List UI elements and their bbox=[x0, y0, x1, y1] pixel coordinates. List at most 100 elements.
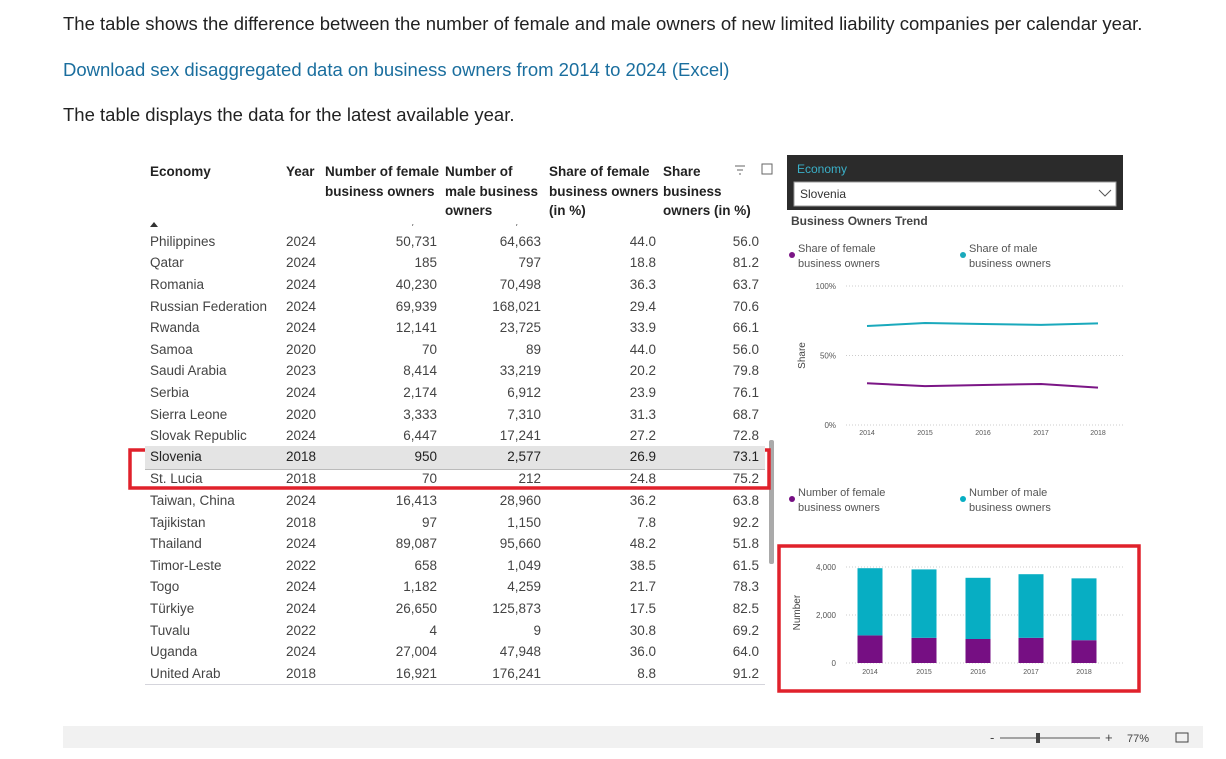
table-cell: 33,219 bbox=[499, 363, 541, 379]
table-cell: 30.8 bbox=[629, 622, 656, 638]
table-cell: 26,650 bbox=[395, 601, 437, 616]
table-cell: 20.2 bbox=[629, 363, 656, 379]
table-row[interactable]: Slovenia 2018 950 2,577 26.9 73.1 bbox=[145, 446, 765, 471]
bar-segment bbox=[911, 569, 937, 638]
table-cell: 63.7 bbox=[732, 277, 759, 292]
table-cell: Togo bbox=[150, 579, 180, 595]
table-cell: Sierra Leone bbox=[150, 406, 228, 422]
table-cell: 81.2 bbox=[732, 255, 759, 271]
table-cell: 16,921 bbox=[395, 665, 437, 681]
table-cell: 2018 bbox=[286, 449, 317, 465]
table-cell: 51.8 bbox=[732, 536, 759, 552]
legend-label: Number of male business owners bbox=[969, 487, 1051, 514]
table-cell: 36.0 bbox=[629, 644, 656, 660]
table-cell: 2024 bbox=[286, 601, 317, 616]
x-tick-label: 2014 bbox=[859, 430, 875, 437]
x-tick-label: 2014 bbox=[862, 669, 878, 676]
table-cell: 6,912 bbox=[507, 385, 541, 400]
bar-segment bbox=[911, 637, 937, 663]
table-cell: 28,960 bbox=[499, 493, 541, 508]
table-cell: 38.5 bbox=[629, 557, 656, 573]
table-cell: 2022 bbox=[286, 224, 316, 227]
table-cell: 70 bbox=[421, 341, 437, 357]
table-body: Pakistan 2022 6,593 44,950 12.8 87.2 Philippin… bbox=[145, 224, 767, 696]
table-cell: 70.6 bbox=[732, 298, 759, 314]
table-cell: 89 bbox=[525, 341, 541, 357]
table-row[interactable]: Slovak Republic 2024 6,447 17,241 27.2 72.8 bbox=[145, 425, 765, 448]
zoom-out[interactable]: - bbox=[990, 730, 994, 745]
table-cell: 95,660 bbox=[499, 536, 541, 552]
header-icons-bg bbox=[703, 160, 775, 182]
table-cell: 168,021 bbox=[492, 298, 541, 314]
table-row[interactable]: Thailand 2024 89,087 95,660 48.2 51.8 bbox=[145, 533, 765, 556]
header[interactable]: Number of female business owners bbox=[325, 164, 440, 199]
table-cell: 4,259 bbox=[507, 579, 541, 595]
line bbox=[866, 382, 1099, 389]
header[interactable]: Share of female business owners (in %) bbox=[549, 164, 659, 218]
fit-page[interactable] bbox=[1175, 732, 1189, 743]
table-row[interactable]: Tajikistan 2018 97 1,150 7.8 92.2 bbox=[145, 511, 765, 535]
legend-label: Share of male business owners bbox=[969, 243, 1051, 270]
table-cell: 70 bbox=[421, 471, 437, 487]
header[interactable]: Year bbox=[286, 164, 315, 179]
table-row[interactable]: Romania 2024 40,230 70,498 36.3 63.7 bbox=[145, 274, 765, 297]
note: The table displays the data for the late… bbox=[63, 104, 515, 125]
table-cell: Rwanda bbox=[150, 320, 200, 336]
table-cell: 2024 bbox=[286, 536, 317, 552]
table-cell: Taiwan, China bbox=[150, 493, 235, 508]
table-cell: 4 bbox=[429, 622, 437, 638]
legend-dot bbox=[960, 252, 966, 258]
table-cell: 63.8 bbox=[732, 493, 759, 508]
table-cell: 6,593 bbox=[403, 224, 437, 227]
legend-dot bbox=[789, 496, 795, 502]
table-cell: 82.5 bbox=[732, 601, 759, 616]
table-cell: 2020 bbox=[286, 406, 317, 422]
header[interactable]: Economy bbox=[150, 164, 211, 179]
header[interactable]: Number of male business owners bbox=[445, 164, 539, 218]
bar-segment bbox=[857, 635, 883, 663]
table-cell: 68.7 bbox=[732, 406, 759, 422]
x-tick-label: 2017 bbox=[1033, 430, 1049, 437]
table-cell: 40,230 bbox=[395, 277, 437, 292]
table-cell: Slovak Republic bbox=[150, 428, 247, 444]
table-cell: 2024 bbox=[286, 428, 317, 444]
zoom-thumb[interactable] bbox=[1036, 733, 1040, 743]
table-cell: 26.9 bbox=[629, 449, 656, 465]
table-row[interactable]: Russian Federation 2024 69,939 168,021 29.4 7… bbox=[145, 295, 765, 319]
table-row[interactable]: Sierra Leone 2020 3,333 7,310 31.3 68.7 bbox=[145, 403, 765, 427]
table-cell: 16,413 bbox=[395, 493, 437, 508]
table-cell: 9 bbox=[533, 622, 541, 638]
table-cell: 2018 bbox=[286, 514, 317, 530]
zoom-in[interactable]: + bbox=[1105, 730, 1113, 745]
table-cell: 48.2 bbox=[629, 536, 656, 552]
chevron[interactable] bbox=[1098, 189, 1112, 197]
table-cell: 92.2 bbox=[732, 514, 759, 530]
table-row[interactable]: Tuvalu 2022 4 9 30.8 69.2 bbox=[145, 619, 765, 643]
table-cell: 8,414 bbox=[403, 363, 437, 379]
sort-arrow[interactable] bbox=[150, 222, 158, 227]
table-cell: United Arab bbox=[150, 665, 221, 681]
slicer-value[interactable]: Slovenia bbox=[800, 187, 846, 201]
y-axis-title: Number bbox=[792, 594, 803, 630]
download-link[interactable]: Download sex disaggregated data on busin… bbox=[63, 59, 730, 80]
table-row[interactable]: United Arab 2018 16,921 176,241 8.8 91.2 bbox=[145, 662, 765, 686]
y-tick-label: 0 bbox=[832, 659, 837, 668]
table-cell: Samoa bbox=[150, 341, 193, 357]
table-cell: 64,663 bbox=[499, 233, 541, 249]
line bbox=[866, 321, 1099, 328]
table-cell: 797 bbox=[518, 255, 541, 271]
table-cell: 7,310 bbox=[507, 406, 541, 422]
table-cell: 36.3 bbox=[629, 277, 656, 292]
table-cell: 1,182 bbox=[403, 579, 437, 595]
x-tick-label: 2015 bbox=[916, 669, 932, 676]
y-tick-label: 4,000 bbox=[816, 563, 837, 572]
table-row[interactable]: Timor-Leste 2022 658 1,049 38.5 61.5 bbox=[145, 554, 765, 578]
table-cell: 36.2 bbox=[629, 493, 656, 508]
table-cell: 50,731 bbox=[395, 233, 437, 249]
header-icons[interactable] bbox=[735, 163, 773, 175]
table-cell: 31.3 bbox=[629, 406, 656, 422]
table-cell: Türkiye bbox=[150, 601, 195, 616]
slicer-dropdown[interactable] bbox=[793, 181, 1117, 207]
table-cell: 185 bbox=[414, 255, 437, 271]
